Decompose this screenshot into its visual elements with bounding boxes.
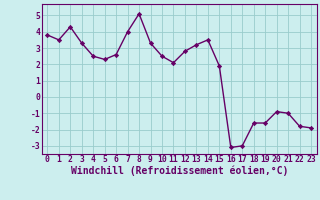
X-axis label: Windchill (Refroidissement éolien,°C): Windchill (Refroidissement éolien,°C) (70, 166, 288, 176)
